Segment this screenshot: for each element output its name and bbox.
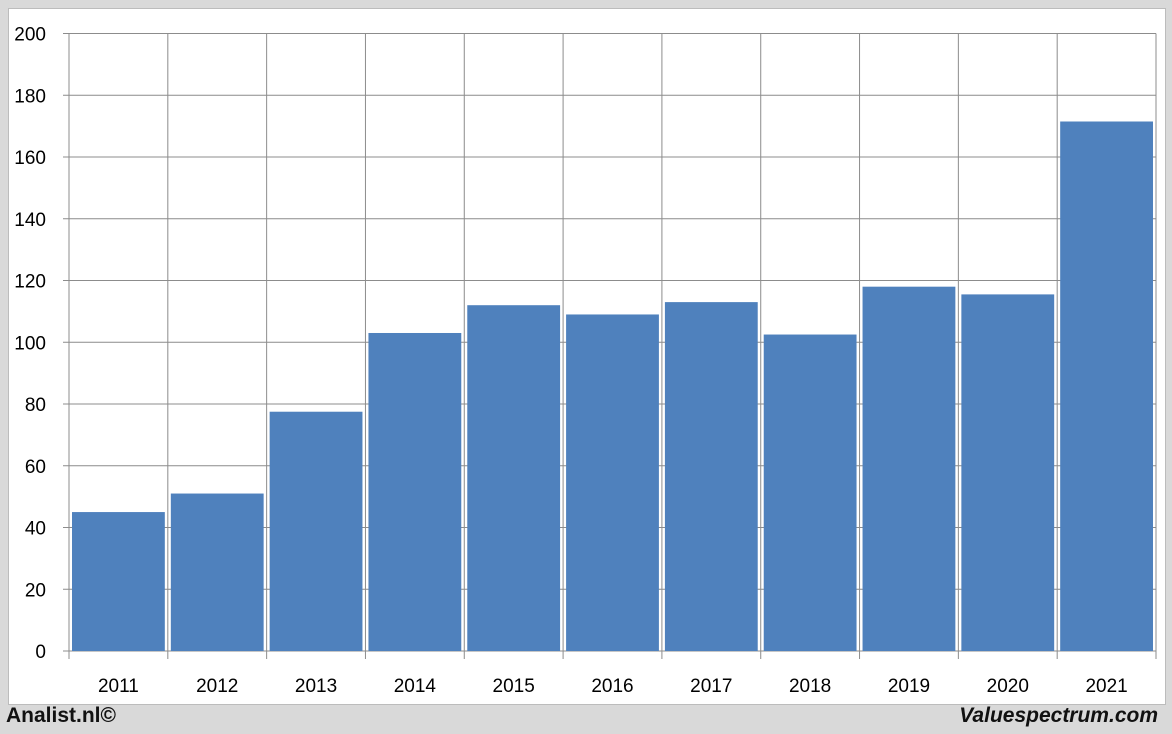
x-tick-label: 2017: [690, 676, 732, 697]
x-tick-label: 2021: [1085, 676, 1127, 697]
y-tick-label: 120: [14, 272, 46, 293]
bar-2018: [763, 334, 857, 651]
y-tick-label: 40: [25, 519, 46, 540]
y-tick-label: 80: [25, 395, 46, 416]
y-tick-label: 0: [35, 642, 46, 663]
x-tick-label: 2014: [394, 676, 437, 697]
x-tick-label: 2015: [493, 676, 535, 697]
y-tick-label: 160: [14, 148, 46, 169]
y-tick-label: 200: [14, 25, 46, 46]
y-tick-label: 140: [14, 210, 46, 231]
y-tick-label: 180: [14, 86, 46, 107]
bar-2021: [1060, 121, 1153, 651]
bar-2012: [170, 493, 264, 651]
bar-2020: [961, 294, 1055, 651]
y-tick-label: 60: [25, 457, 46, 478]
bar-2013: [269, 411, 363, 651]
bar-2019: [862, 286, 956, 651]
bar-2011: [72, 512, 165, 651]
x-tick-label: 2020: [987, 676, 1029, 697]
y-tick-label: 100: [14, 333, 46, 354]
x-tick-label: 2019: [888, 676, 930, 697]
x-tick-label: 2018: [789, 676, 831, 697]
x-tick-label: 2013: [295, 676, 337, 697]
bar-2015: [467, 305, 561, 651]
x-tick-label: 2016: [591, 676, 633, 697]
x-tick-label: 2012: [196, 676, 238, 697]
bar-2016: [566, 314, 659, 651]
y-tick-label: 20: [25, 580, 46, 601]
x-tick-label: 2011: [98, 676, 139, 697]
footer-left-credit: Analist.nl©: [6, 704, 116, 727]
bar-2014: [368, 332, 462, 651]
bar-2017: [664, 302, 758, 651]
footer-right-credit: Valuespectrum.com: [959, 704, 1158, 727]
